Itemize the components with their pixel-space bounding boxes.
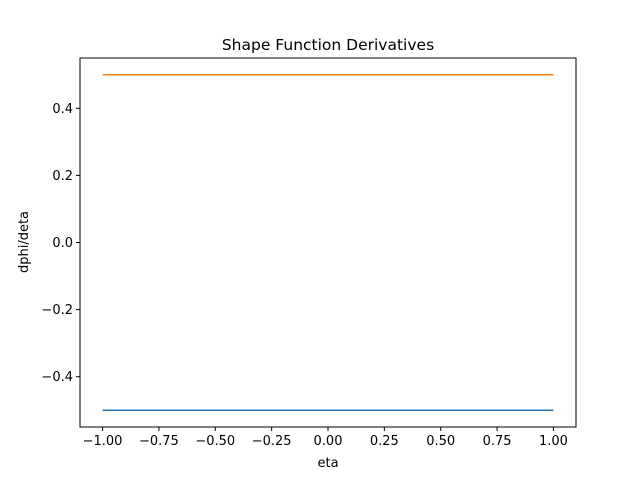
y-tick-label: 0.4 <box>52 102 73 117</box>
x-tick-label: 1.00 <box>539 434 568 449</box>
series-layer <box>102 74 554 411</box>
x-axis-ticks: −1.00 −0.75 −0.50 −0.25 0.00 0.25 0.50 0.75 1.00 <box>83 427 568 449</box>
y-tick-label: −0.4 <box>41 370 73 385</box>
x-tick-label: 0.00 <box>314 434 343 449</box>
x-tick-label: −0.75 <box>139 434 179 449</box>
x-tick-label: −0.50 <box>195 434 235 449</box>
x-tick-label: −0.25 <box>252 434 292 449</box>
chart-title: Shape Function Derivatives <box>222 36 434 54</box>
plot-frame <box>79 57 577 428</box>
x-axis-label: eta <box>317 456 338 471</box>
x-tick-label: −1.00 <box>83 434 123 449</box>
x-tick-label: 0.75 <box>483 434 512 449</box>
x-tick-label: 0.25 <box>370 434 399 449</box>
y-tick-label: 0.2 <box>52 169 73 184</box>
y-tick-label: −0.2 <box>41 303 73 318</box>
y-axis-label: dphi/deta <box>17 211 32 273</box>
y-axis-ticks: −0.4 −0.2 0.0 0.2 0.4 <box>41 102 80 385</box>
x-tick-label: 0.50 <box>426 434 455 449</box>
y-tick-label: 0.0 <box>52 236 73 251</box>
